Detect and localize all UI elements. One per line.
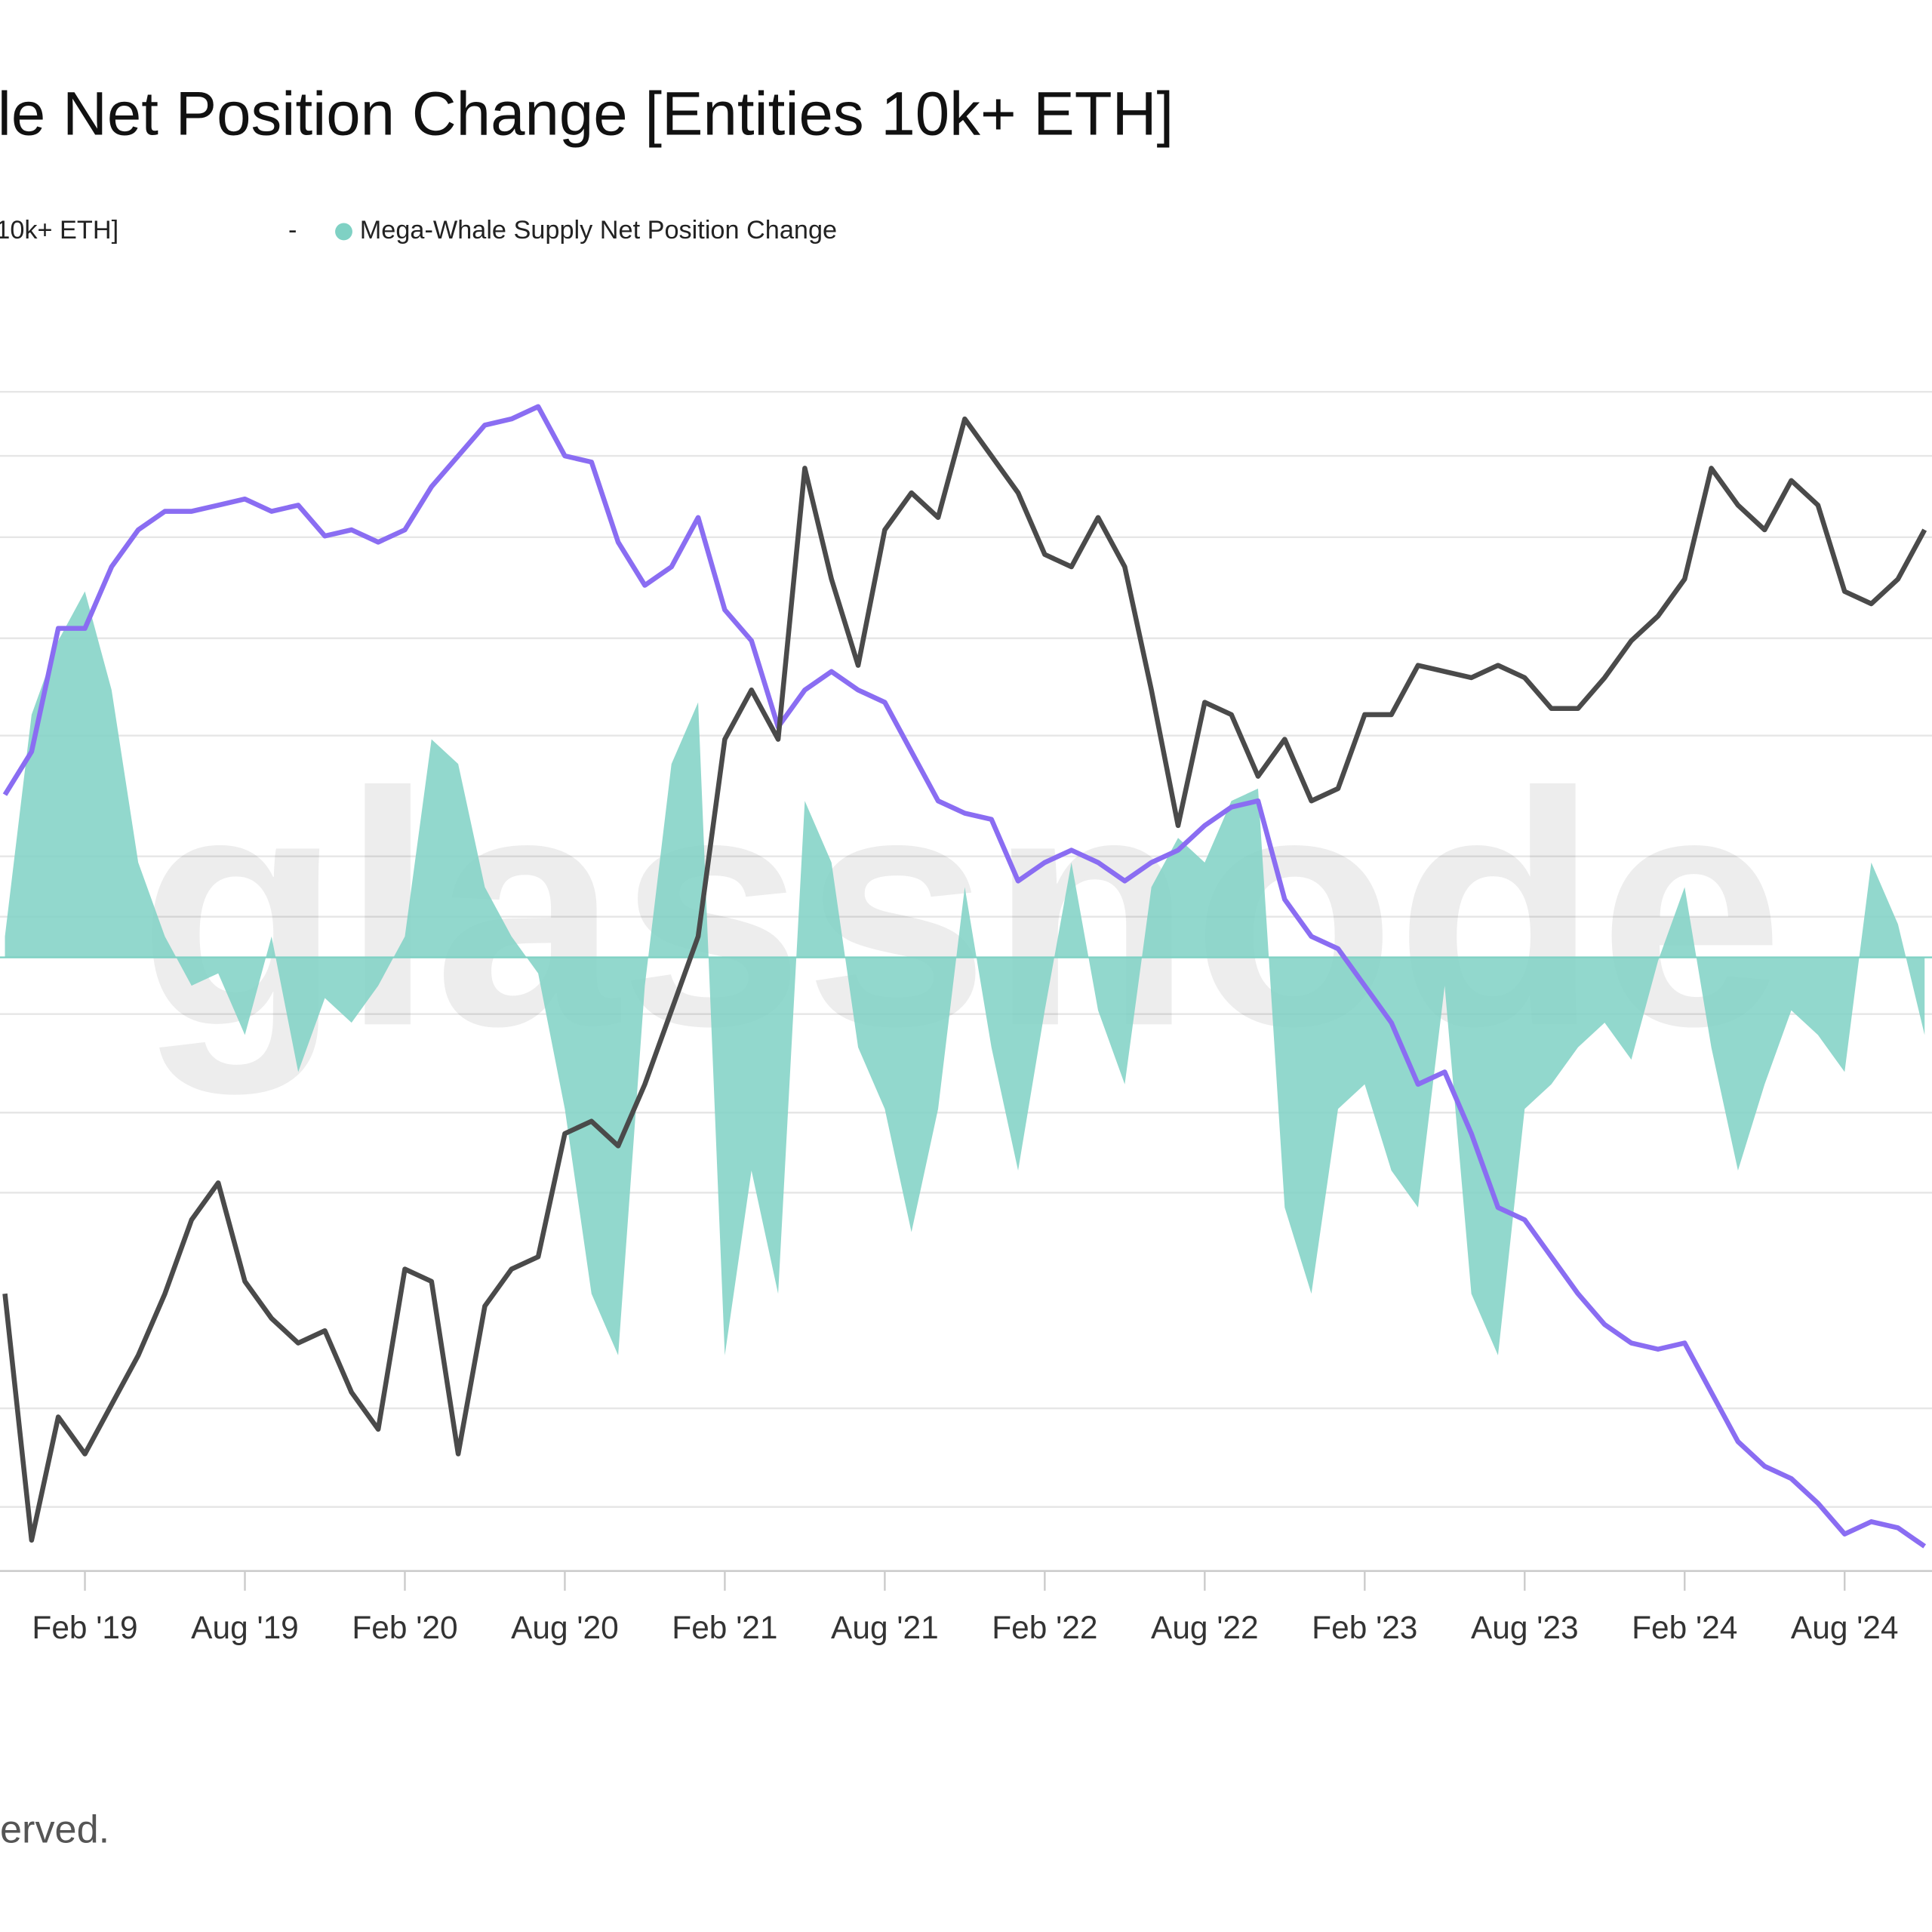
x-tick-label: Aug '24 <box>1791 1610 1899 1645</box>
chart-title: le Net Position Change [Entities 10k+ ET… <box>0 79 1174 148</box>
x-tick-label: Aug '20 <box>511 1610 619 1645</box>
legend-label: Mega-Whale Supply Net Position Change <box>360 216 837 245</box>
line-series <box>2 404 1927 1549</box>
x-tick-label: Feb '21 <box>672 1610 777 1645</box>
x-tick-label: Feb '24 <box>1632 1610 1737 1645</box>
x-tick-label: Aug '23 <box>1471 1610 1579 1645</box>
x-tick-label: Feb '23 <box>1312 1610 1417 1645</box>
x-tick-label: Feb '22 <box>992 1610 1097 1645</box>
x-tick-label: Feb '20 <box>352 1610 457 1645</box>
x-tick-label: Aug '19 <box>191 1610 299 1645</box>
legend-label: - <box>288 216 297 245</box>
x-tick-label: Feb '19 <box>32 1610 137 1645</box>
legend-marker <box>335 223 352 241</box>
legend-label: ntities [10k+ ETH] <box>0 216 118 245</box>
x-tick-label: Aug '22 <box>1151 1610 1259 1645</box>
area-series <box>5 591 1925 1355</box>
x-tick-label: Aug '21 <box>831 1610 939 1645</box>
line-series <box>2 416 1927 1543</box>
footer: erved. <box>0 1808 109 1852</box>
